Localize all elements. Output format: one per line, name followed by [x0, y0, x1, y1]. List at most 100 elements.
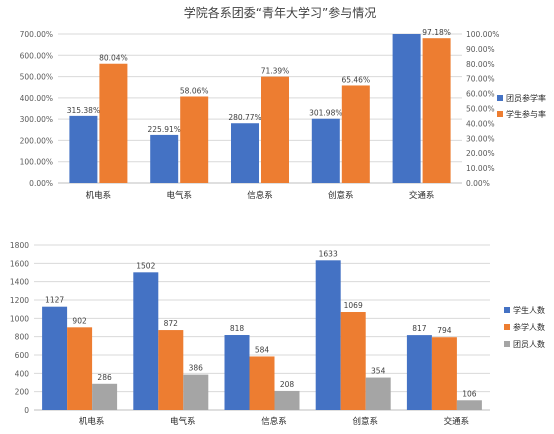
- legend-label: 学生参与率: [506, 109, 546, 119]
- x-category-label: 交通系: [444, 416, 470, 427]
- y-right-tick-label: 100.00%: [466, 30, 499, 39]
- x-category-label: 电气系: [166, 190, 192, 200]
- data-label: 872: [164, 319, 179, 328]
- bar: [180, 96, 209, 183]
- x-category-label: 信息系: [247, 190, 273, 200]
- data-label: 315.38%: [67, 106, 100, 115]
- bar: [261, 76, 289, 183]
- y-right-tick-label: 50.00%: [466, 105, 495, 114]
- data-label: 71.39%: [261, 67, 290, 76]
- bar: [392, 34, 421, 183]
- x-category-label: 交通系: [409, 190, 435, 200]
- bar: [311, 118, 340, 183]
- bar: [341, 85, 370, 183]
- data-label: 818: [230, 324, 245, 333]
- bar: [274, 390, 300, 410]
- y-right-tick-label: 90.00%: [466, 45, 495, 54]
- y-left-tick-label: 600.00%: [20, 51, 53, 60]
- data-label: 225.91%: [148, 125, 181, 134]
- bar: [183, 374, 209, 410]
- y-right-tick-label: 30.00%: [466, 134, 495, 143]
- data-label: 80.04%: [99, 54, 128, 63]
- y-tick-label: 1600: [10, 259, 29, 268]
- y-right-tick-label: 20.00%: [466, 149, 495, 158]
- y-left-tick-label: 100.00%: [20, 158, 53, 167]
- x-category-label: 创意系: [352, 416, 378, 427]
- y-tick-label: 1400: [10, 278, 29, 287]
- y-tick-label: 400: [15, 369, 30, 378]
- legend-swatch: [497, 95, 503, 101]
- bar: [231, 123, 259, 183]
- legend-label: 团员参学率: [506, 93, 546, 103]
- y-right-tick-label: 0.00%: [466, 179, 490, 188]
- y-left-tick-label: 700.00%: [20, 30, 53, 39]
- data-label: 301.98%: [309, 109, 342, 118]
- y-right-tick-label: 10.00%: [466, 164, 495, 173]
- y-tick-label: 1000: [10, 314, 29, 323]
- bar: [422, 38, 451, 184]
- data-label: 584: [255, 345, 270, 354]
- bar: [224, 335, 250, 410]
- y-tick-label: 1800: [10, 241, 29, 250]
- data-label: 1069: [344, 301, 363, 310]
- y-right-tick-label: 70.00%: [466, 75, 495, 84]
- bar: [150, 134, 179, 183]
- data-label: 817: [412, 324, 427, 333]
- y-tick-label: 1200: [10, 296, 29, 305]
- bar: [42, 306, 68, 410]
- y-tick-label: 0: [24, 406, 29, 415]
- bar: [92, 383, 118, 410]
- y-tick-label: 600: [15, 351, 30, 360]
- headcount-chart: 0 200 400 600 800 1000 1200 1400 1600 1800 1127 902…: [10, 241, 545, 427]
- legend-label: 学生人数: [513, 305, 545, 315]
- data-label: 208: [280, 380, 295, 389]
- bar: [456, 400, 482, 410]
- data-label: 97.18%: [422, 28, 451, 37]
- bar: [158, 330, 184, 410]
- y-right-tick-label: 60.00%: [466, 90, 495, 99]
- data-label: 902: [72, 316, 87, 325]
- data-label: 1633: [319, 249, 338, 258]
- y-tick-label: 200: [15, 388, 30, 397]
- y-left-tick-label: 200.00%: [20, 136, 53, 145]
- bar: [67, 327, 93, 410]
- participation-rate-chart: 学院各系团委“青年大学习”参与情况 0.00% 100.00% 200.00% 300…: [20, 5, 546, 200]
- x-category-label: 电气系: [170, 416, 196, 427]
- y-tick-label: 800: [15, 333, 30, 342]
- y-left-tick-label: 500.00%: [20, 73, 53, 82]
- data-label: 794: [437, 326, 452, 335]
- x-category-label: 机电系: [79, 416, 105, 427]
- legend-swatch: [497, 111, 503, 117]
- y-left-tick-label: 0.00%: [29, 179, 53, 188]
- x-category-label: 机电系: [86, 190, 112, 200]
- data-label: 65.46%: [341, 75, 370, 84]
- bar: [69, 115, 98, 183]
- data-label: 106: [462, 389, 477, 398]
- y-left-tick-label: 300.00%: [20, 115, 53, 124]
- data-label: 58.06%: [180, 86, 209, 95]
- x-category-label: 信息系: [261, 416, 287, 427]
- data-label: 280.77%: [228, 113, 261, 122]
- legend-label: 参学人数: [513, 322, 545, 332]
- bar: [365, 377, 391, 410]
- data-label: 1127: [45, 296, 64, 305]
- chart-title: 学院各系团委“青年大学习”参与情况: [184, 5, 376, 20]
- x-category-label: 创意系: [328, 190, 354, 200]
- data-label: 354: [371, 367, 386, 376]
- y-right-tick-label: 80.00%: [466, 60, 495, 69]
- legend-swatch: [504, 307, 510, 313]
- bar: [133, 272, 159, 410]
- legend-swatch: [504, 341, 510, 347]
- legend-label: 团员人数: [513, 339, 545, 349]
- bar: [249, 356, 275, 410]
- bar: [99, 63, 128, 183]
- y-right-tick-label: 40.00%: [466, 119, 495, 128]
- data-label: 286: [97, 373, 112, 382]
- data-label: 386: [189, 364, 204, 373]
- bar: [431, 337, 457, 410]
- bar: [315, 260, 341, 410]
- bar: [340, 312, 366, 410]
- bar: [406, 335, 432, 410]
- legend-swatch: [504, 324, 510, 330]
